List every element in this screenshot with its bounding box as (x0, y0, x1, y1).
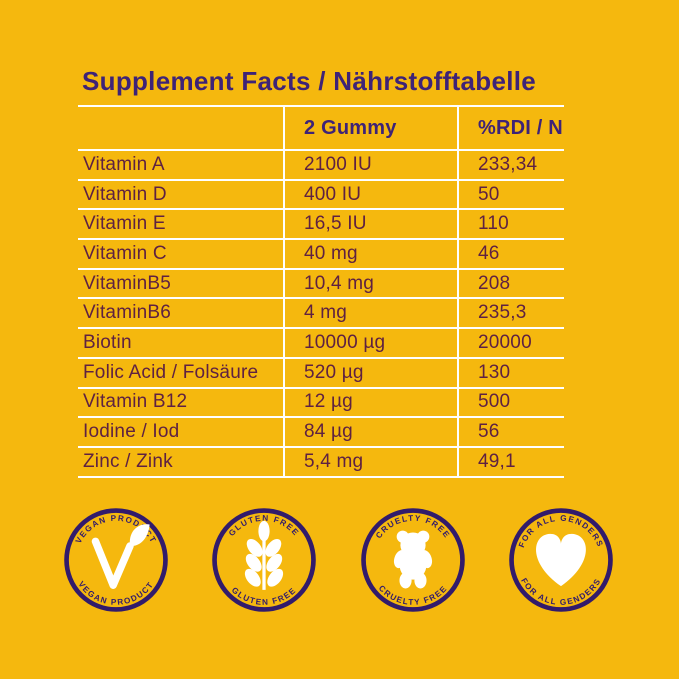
amount-cell: 40 mg (283, 239, 458, 270)
table-row: Vitamin B12 12 µg 500 (78, 387, 564, 419)
badge-ring (360, 508, 465, 612)
table-row: Vitamin C 40 mg 46 (78, 239, 564, 270)
row-label-cell: Vitamin B12 (78, 387, 284, 419)
rdi-cell: 56 (457, 417, 564, 448)
table-row: VitaminB5 10,4 mg 208 (78, 268, 564, 300)
table-row: Vitamin D 400 IU 50 (78, 179, 564, 211)
wheat-ear-icon (245, 520, 284, 590)
table-row: Biotin 10000 µg 20000 (78, 328, 564, 359)
badge-cruelty-free: CRUELTY FREE CRUELTY FREE (357, 504, 469, 616)
rdi-cell: 130 (457, 357, 564, 389)
amount-cell: 2100 IU (283, 150, 458, 181)
rdi-cell: 208 (457, 268, 564, 300)
badge-gluten-free: GLUTEN FREE GLUTEN FREE (208, 504, 320, 616)
badge-seal: VEGAN PRODUCT VEGAN PRODUCT (64, 508, 168, 612)
row-label-cell: Vitamin D (78, 179, 284, 211)
amount-cell: 10,4 mg (283, 268, 458, 300)
header-row: 2 Gummy %RDI / NRV* (78, 106, 564, 151)
row-label-cell: Vitamin A (78, 150, 284, 181)
row-label-cell: Vitamin C (78, 239, 284, 270)
row-label-cell: Biotin (78, 328, 284, 359)
row-label-cell: Iodine / Iod (78, 417, 284, 448)
table-row: VitaminB6 4 mg 235,3 (78, 298, 564, 330)
rdi-cell: 46 (457, 239, 564, 270)
badge-seal: FOR ALL GENDERS FOR ALL GENDERS (509, 508, 613, 612)
amount-cell: 84 µg (283, 417, 458, 448)
table-row: Zinc / Zink 5,4 mg 49,1 (78, 446, 564, 478)
badge-ring (509, 508, 613, 612)
badge-ring (212, 508, 317, 612)
amount-cell: 400 IU (283, 179, 458, 211)
header-empty-cell (78, 106, 284, 151)
amount-cell: 12 µg (283, 387, 458, 419)
badge-ring (64, 508, 168, 612)
table-row: Folic Acid / Folsäure 520 µg 130 (78, 357, 564, 389)
column-header-rdi: %RDI / NRV* (457, 106, 564, 151)
row-label-cell: Folic Acid / Folsäure (78, 357, 284, 389)
badge-seal: GLUTEN FREE GLUTEN FREE (212, 508, 317, 612)
rdi-cell: 110 (457, 209, 564, 241)
badge-vegan-product: VEGAN PRODUCT VEGAN PRODUCT (60, 504, 172, 616)
amount-cell: 4 mg (283, 298, 458, 330)
row-label-cell: Vitamin E (78, 209, 284, 241)
gummy-bear-icon (393, 530, 432, 589)
rdi-cell: 235,3 (457, 298, 564, 330)
certification-badges: VEGAN PRODUCT VEGAN PRODUCT GLUTEN FREE … (0, 504, 679, 618)
amount-cell: 16,5 IU (283, 209, 458, 241)
amount-cell: 10000 µg (283, 328, 458, 359)
amount-cell: 5,4 mg (283, 446, 458, 478)
badge-for-all-genders: FOR ALL GENDERS FOR ALL GENDERS (505, 504, 617, 616)
table-row: Vitamin A 2100 IU 233,34 (78, 150, 564, 181)
vegan-v-leaf-icon (91, 524, 150, 589)
page-title: Supplement Facts / Nährstofftabelle (82, 66, 537, 96)
rdi-cell: 50 (457, 179, 564, 211)
amount-cell: 520 µg (283, 357, 458, 389)
table-row: Iodine / Iod 84 µg 56 (78, 417, 564, 448)
heart-icon (536, 533, 586, 587)
rdi-cell: 20000 (457, 328, 564, 359)
badge-seal: CRUELTY FREE CRUELTY FREE (360, 508, 465, 612)
column-header-serving: 2 Gummy (283, 106, 458, 151)
row-label-cell: VitaminB5 (78, 268, 284, 300)
row-label-cell: Zinc / Zink (78, 446, 284, 478)
row-label-cell: VitaminB6 (78, 298, 284, 330)
rdi-cell: 500 (457, 387, 564, 419)
rdi-cell: 49,1 (457, 446, 564, 478)
rdi-cell: 233,34 (457, 150, 564, 181)
table-row: Vitamin E 16,5 IU 110 (78, 209, 564, 241)
